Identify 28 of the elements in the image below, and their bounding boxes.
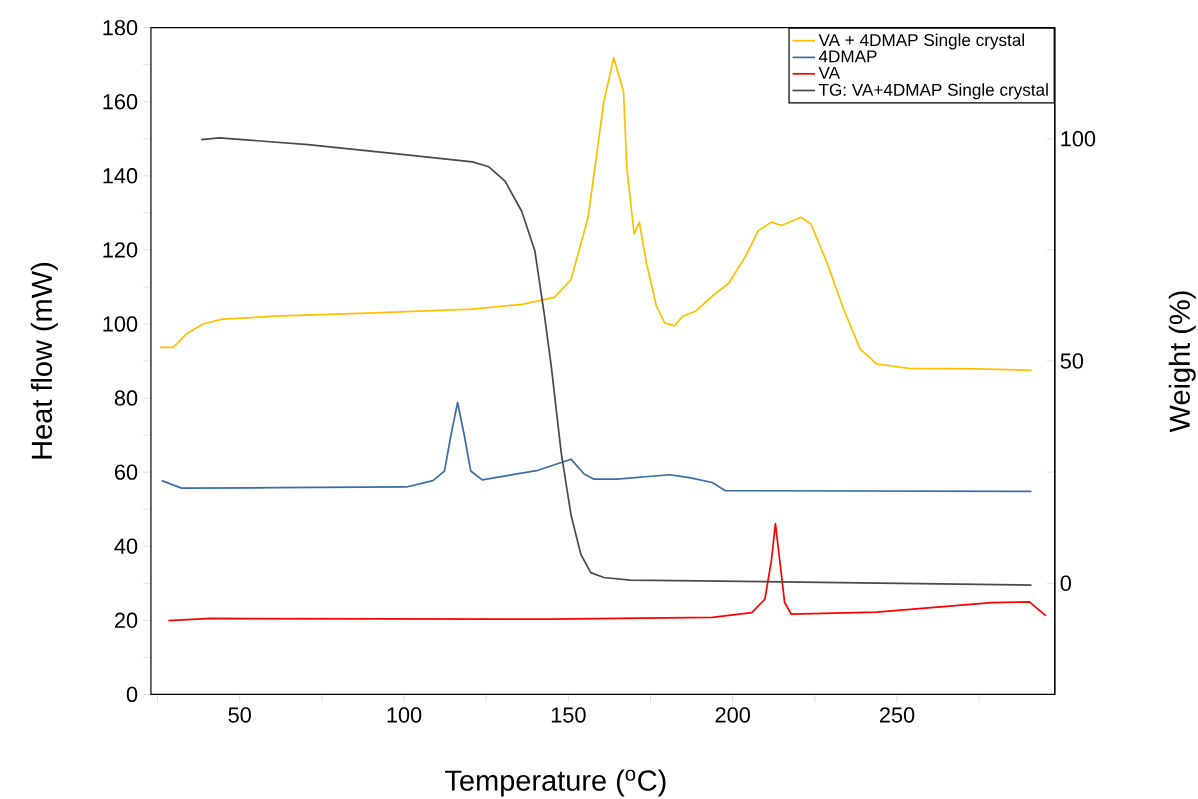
legend-label: TG: VA+4DMAP Single crystal [818, 83, 1048, 100]
y-axis-title: Heat flow (mW) [30, 263, 58, 459]
legend-label: VA [818, 66, 841, 79]
y-tick-label: 120 [103, 242, 138, 258]
y-tick-label: 140 [103, 168, 138, 184]
y2-axis-title: Weight (%) [1168, 291, 1196, 433]
y-tick-label: 0 [126, 686, 138, 703]
y2-tick-label: 0 [1060, 575, 1072, 591]
x-tick-label: 150 [551, 707, 586, 723]
y2-tick-label: 100 [1061, 131, 1096, 147]
y-tick-label: 20 [114, 612, 138, 628]
y-tick-label: 100 [103, 316, 138, 332]
x-tick-label: 250 [879, 707, 915, 723]
y-tick-label: 60 [114, 464, 138, 480]
line-series [200, 136, 1033, 586]
x-tick-label: 100 [387, 707, 422, 723]
legend-label: VA + 4DMAP Single crystal [818, 33, 1024, 50]
line-series [167, 522, 1047, 622]
y-tick-label: 80 [114, 390, 138, 406]
x-tick-label: 200 [715, 707, 750, 723]
line-series [160, 401, 1033, 493]
x-axis-title: Temperature ($^{o}$C) [445, 769, 666, 797]
y2-tick-label: 50 [1060, 353, 1084, 369]
y-tick-label: 180 [103, 19, 138, 36]
y-tick-label: 160 [103, 93, 138, 110]
legend-label: 4DMAP [818, 50, 877, 63]
y-tick-label: 40 [114, 538, 138, 554]
x-tick-label: 50 [228, 707, 251, 723]
